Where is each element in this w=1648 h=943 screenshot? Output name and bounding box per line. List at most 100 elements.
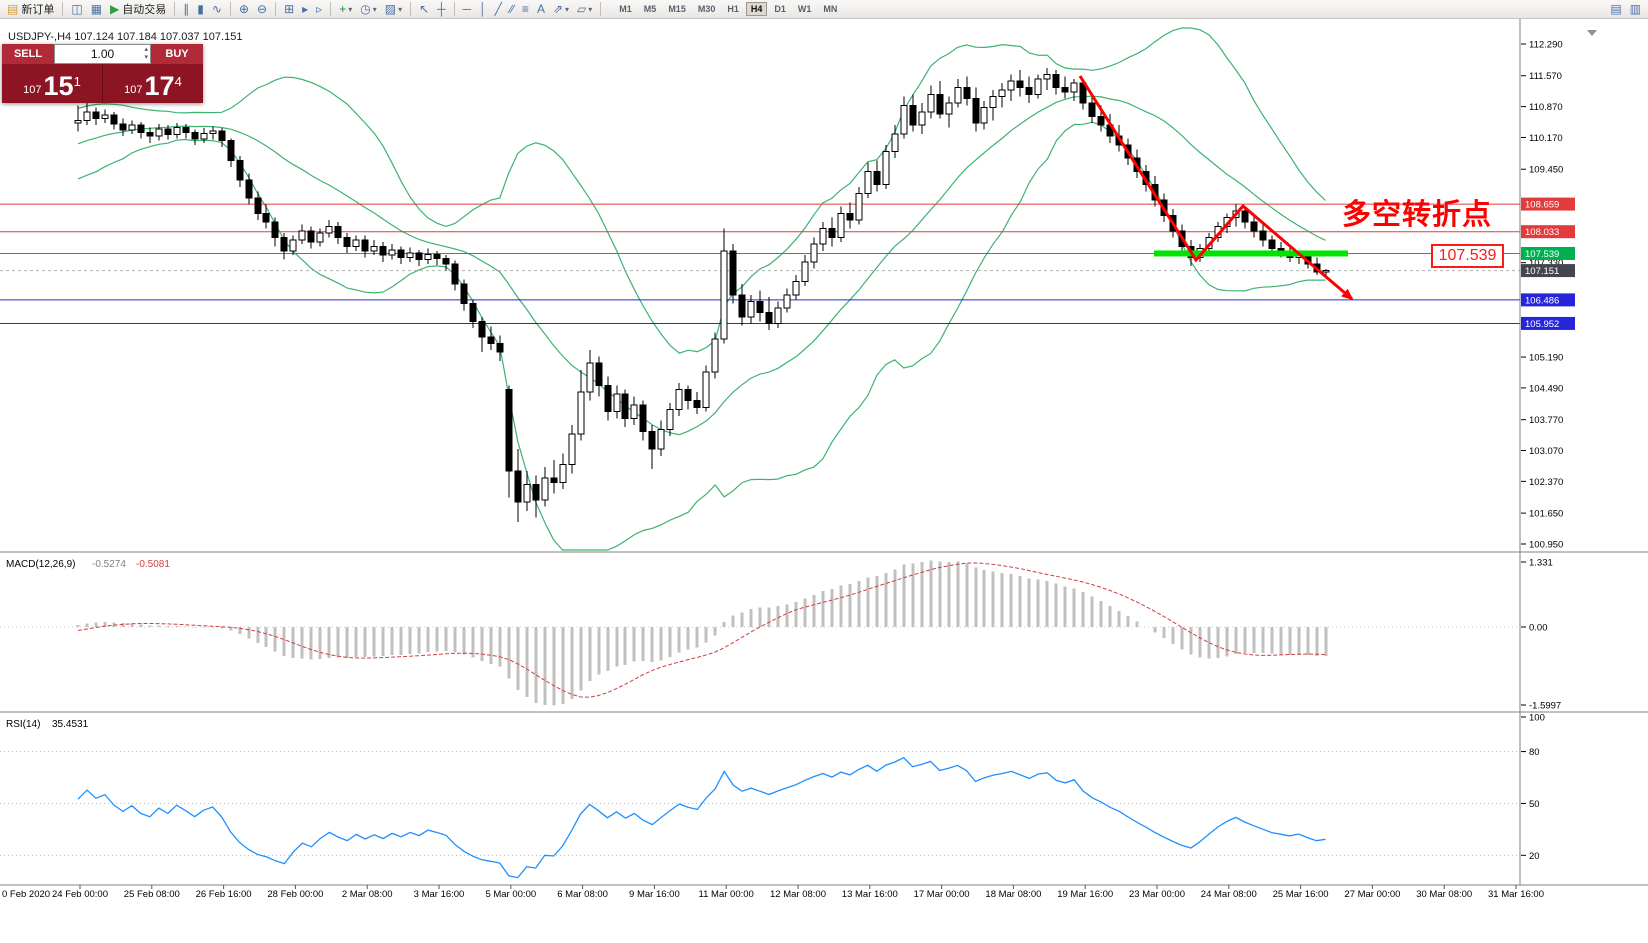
channel-tool-icon[interactable]: ∕∕ (507, 1, 517, 18)
candle-body (909, 104, 917, 126)
chart-shift-marker[interactable] (1587, 30, 1597, 36)
sell-button[interactable]: SELL (2, 44, 54, 64)
zoom-out-icon[interactable]: ⊖ (254, 1, 270, 18)
candle-body (819, 228, 827, 245)
price-tick-label: 100.950 (1529, 539, 1563, 550)
candle-body (442, 258, 450, 265)
candle-body (541, 477, 549, 501)
candle-body (119, 123, 127, 131)
candle-body (218, 130, 226, 142)
support-zone-segment[interactable] (1154, 250, 1348, 257)
timeframe-h1[interactable]: H1 (727, 4, 739, 14)
candle-body (613, 393, 621, 413)
templates-icon[interactable]: ▨ ▾ (382, 1, 405, 18)
candle-body (891, 133, 899, 153)
new-order-button-label: 新订单 (21, 4, 55, 16)
text-tool-icon[interactable]: A (534, 1, 548, 18)
candle-body (469, 303, 477, 322)
bars-chart-icon[interactable]: ∥ (180, 1, 192, 18)
timeframe-m1[interactable]: M1 (619, 4, 632, 14)
candle-body (289, 239, 297, 252)
candle-body (487, 336, 495, 344)
tile-windows-icon[interactable]: ⊞ (281, 1, 297, 18)
candle-body (1070, 82, 1078, 93)
candles-chart-icon: ▮ (197, 2, 204, 16)
crosshair-icon[interactable]: ┼ (434, 1, 449, 18)
timeframe-m30[interactable]: M30 (697, 4, 716, 14)
indicators-icon[interactable]: + ▾ (336, 1, 355, 18)
timeframe-d1[interactable]: D1 (774, 4, 786, 14)
candle-body (630, 404, 638, 419)
volume-value: 1.00 (90, 47, 115, 61)
periods-icon[interactable]: ◷ ▾ (357, 1, 380, 18)
volume-field[interactable]: 1.00 ▴ ▾ (54, 44, 151, 64)
candle-body (271, 221, 279, 239)
buy-button[interactable]: BUY (151, 44, 203, 64)
candle-body (334, 226, 342, 239)
export-icon[interactable]: ▥ (1627, 1, 1644, 18)
shapes-tool-icon: ▱ (577, 2, 587, 16)
autotrading-button[interactable]: ▶ 自动交易 (107, 1, 169, 18)
trendline-tool-icon: ╱ (494, 2, 502, 16)
date-label: 17 Mar 00:00 (914, 889, 970, 900)
candles-chart-icon[interactable]: ▮ (194, 1, 207, 18)
candle-body (496, 342, 504, 353)
date-label: 0 Feb 2020 (2, 889, 50, 900)
candle-body (74, 120, 82, 124)
timeframe-w1[interactable]: W1 (797, 4, 812, 14)
price-callout-box[interactable]: 107.539 (1431, 244, 1504, 268)
candle-body (182, 126, 190, 134)
buy-price[interactable]: 107 17 4 (103, 64, 203, 103)
price-tick-label: 103.070 (1529, 446, 1563, 457)
line-chart-icon[interactable]: ∿ (209, 1, 225, 18)
volume-up-button[interactable]: ▴ (144, 46, 148, 53)
profiles-ic on[interactable]: ▦ (88, 1, 105, 18)
candle-body (801, 261, 809, 283)
date-label: 24 Feb 00:00 (52, 889, 108, 900)
volume-down-button[interactable]: ▾ (144, 54, 148, 61)
chart-shift-icon[interactable]: ▹ (313, 1, 325, 18)
chart-background[interactable] (0, 19, 1648, 943)
candle-body (810, 243, 818, 263)
candle-body (406, 252, 414, 258)
toolbar: ▤ 新订单 ◫ ▦ ▶ 自动交易 ∥ ▮ ∿ ⊕ ⊖ ⊞ ▸ ▹ + ▾ ◷ ▾ ▨ ▾ ↖ ┼ ─ │ ╱ ∕∕ ≡ A ⇗ ▾ ▱ ▾ M… (0, 0, 1648, 19)
trendline-tool-icon[interactable]: ╱ (492, 1, 505, 18)
hline-tool-icon[interactable]: ─ (460, 1, 475, 18)
zoom-out-icon: ⊖ (257, 2, 268, 16)
timeframe-mn[interactable]: MN (823, 4, 838, 14)
vline-tool-icon[interactable]: │ (476, 1, 490, 18)
sell-price[interactable]: 107 15 1 (2, 64, 102, 103)
timeframe-m5[interactable]: M5 (643, 4, 657, 14)
sell-price-big: 15 (43, 71, 74, 101)
one-click-trading-panel: SELL 1.00 ▴ ▾ BUY 107 15 1 107 17 4 (2, 44, 203, 103)
zoom-in-icon[interactable]: ⊕ (236, 1, 252, 18)
auto-scroll-icon[interactable]: ▸ (299, 1, 311, 18)
shapes-tool-icon[interactable]: ▱ ▾ (574, 1, 595, 18)
sell-price-sup: 1 (73, 74, 81, 89)
date-label: 11 Mar 00:00 (699, 889, 754, 900)
caret-down-icon: ▾ (372, 4, 377, 14)
trend-arrow[interactable] (1078, 75, 1354, 301)
candle-body (586, 362, 594, 393)
line-chart-icon: ∿ (211, 2, 222, 16)
cursor-icon[interactable]: ↖ (416, 1, 432, 18)
chart-windows-icon[interactable]: ◫ (68, 1, 85, 18)
candle-body (756, 300, 764, 314)
rsi-scale-label: 20 (1529, 851, 1540, 862)
candle-body (254, 197, 262, 214)
turning-point-annotation[interactable]: 多空转折点 (1342, 199, 1493, 231)
new-order-button[interactable]: ▤ 新订单 (4, 1, 57, 18)
timeframe-h4[interactable]: H4 (745, 2, 768, 16)
toolbar-separator (275, 2, 277, 16)
arrows-tool-icon[interactable]: ⇗ ▾ (550, 1, 572, 18)
toolbar-separator (410, 2, 412, 16)
volume-spinner: ▴ ▾ (144, 46, 148, 62)
toolbar-items: ▤ 新订单 ◫ ▦ ▶ 自动交易 ∥ ▮ ∿ ⊕ ⊖ ⊞ ▸ ▹ + ▾ ◷ ▾ ▨ ▾ ↖ ┼ ─ │ ╱ ∕∕ ≡ A ⇗ ▾ ▱ ▾ (3, 1, 605, 18)
fibonacci-tool-icon[interactable]: ≡ (519, 1, 532, 18)
date-label: 26 Feb 16:00 (196, 889, 252, 900)
print-icon[interactable]: ▤ (1607, 1, 1624, 18)
candle-body (1259, 230, 1267, 241)
templates-icon: ▨ (384, 2, 397, 16)
timeframe-m15[interactable]: M15 (668, 4, 686, 14)
